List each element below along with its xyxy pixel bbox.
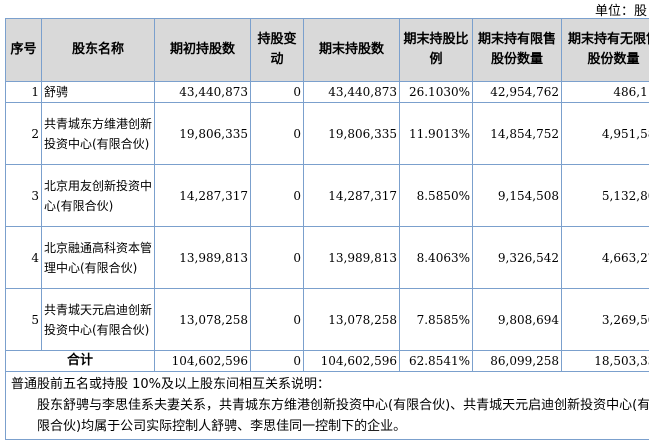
row-no: 4 — [5, 226, 42, 289]
cell-ratio: 7.8585% — [399, 288, 473, 351]
shareholder-name: 舒骋 — [41, 81, 155, 103]
header-start: 期初持股数 — [154, 18, 251, 82]
cell-restricted: 9,326,542 — [472, 226, 562, 289]
cell-end: 19,806,335 — [303, 102, 400, 165]
cell-unrestricted: 3,269,564 — [561, 288, 649, 351]
cell-start: 13,989,813 — [154, 226, 251, 289]
header-no: 序号 — [5, 18, 42, 82]
cell-change: 0 — [250, 288, 304, 351]
cell-ratio: 11.9013% — [399, 102, 473, 165]
cell-start: 13,078,258 — [154, 288, 251, 351]
header-end: 期末持股数 — [303, 18, 400, 82]
total-restricted: 86,099,258 — [472, 350, 562, 372]
relationship-note: 普通股前五名或持股 10%及以上股东间相互关系说明： 股东舒骋与李思佳系夫妻关系，… — [5, 371, 649, 440]
cell-unrestricted: 5,132,809 — [561, 164, 649, 227]
cell-change: 0 — [250, 226, 304, 289]
row-no: 2 — [5, 102, 42, 165]
cell-end: 13,989,813 — [303, 226, 400, 289]
total-label: 合计 — [5, 350, 155, 372]
cell-end: 43,440,873 — [303, 81, 400, 103]
shareholder-name: 北京融通高科资本管理中心(有限合伙) — [41, 226, 155, 289]
unit-label: 单位：股 — [594, 4, 647, 19]
cell-restricted: 14,854,752 — [472, 102, 562, 165]
cell-unrestricted: 4,663,271 — [561, 226, 649, 289]
row-no: 5 — [5, 288, 42, 351]
header-restricted: 期末持有限售股份数量 — [472, 18, 562, 82]
cell-end: 14,287,317 — [303, 164, 400, 227]
note-body: 股东舒骋与李思佳系夫妻关系，共青城东方维港创新投资中心(有限合伙)、共青城天元启… — [37, 398, 649, 434]
header-row: 序号 股东名称 期初持股数 持股变动 期末持股数 期末持股比例 期末持有限售股份… — [5, 18, 649, 82]
total-ratio: 62.8541% — [399, 350, 473, 372]
cell-change: 0 — [250, 81, 304, 103]
cell-ratio: 8.5850% — [399, 164, 473, 227]
cell-change: 0 — [250, 164, 304, 227]
total-start: 104,602,596 — [154, 350, 251, 372]
cell-restricted: 42,954,762 — [472, 81, 562, 103]
header-unrestricted: 期末持有无限售股份数量 — [561, 18, 649, 82]
cell-ratio: 26.1030% — [399, 81, 473, 103]
cell-start: 43,440,873 — [154, 81, 251, 103]
row-no: 1 — [5, 81, 42, 103]
shareholder-name: 北京用友创新投资中心(有限合伙) — [41, 164, 155, 227]
header-name: 股东名称 — [41, 18, 155, 82]
cell-change: 0 — [250, 102, 304, 165]
table-row: 4 北京融通高科资本管理中心(有限合伙) 13,989,813 0 13,989,813… — [5, 226, 649, 289]
total-row: 合计 104,602,596 0 104,602,596 62.8541% 86,099,… — [5, 350, 649, 372]
cell-start: 19,806,335 — [154, 102, 251, 165]
cell-unrestricted: 486,111 — [561, 81, 649, 103]
note-title: 普通股前五名或持股 10%及以上股东间相互关系说明： — [11, 377, 331, 392]
cell-restricted: 9,154,508 — [472, 164, 562, 227]
total-unrestricted: 18,503,338 — [561, 350, 649, 372]
cell-unrestricted: 4,951,583 — [561, 102, 649, 165]
shareholder-name: 共青城天元启迪创新投资中心(有限合伙) — [41, 288, 155, 351]
total-end: 104,602,596 — [303, 350, 400, 372]
header-ratio: 期末持股比例 — [399, 18, 473, 82]
table-row: 2 共青城东方维港创新投资中心(有限合伙) 19,806,335 0 19,806,33… — [5, 102, 649, 165]
cell-ratio: 8.4063% — [399, 226, 473, 289]
cell-start: 14,287,317 — [154, 164, 251, 227]
shareholder-table: 序号 股东名称 期初持股数 持股变动 期末持股数 期末持股比例 期末持有限售股份… — [5, 18, 649, 440]
table-row: 3 北京用友创新投资中心(有限合伙) 14,287,317 0 14,287,317 8.… — [5, 164, 649, 227]
cell-restricted: 9,808,694 — [472, 288, 562, 351]
shareholder-name: 共青城东方维港创新投资中心(有限合伙) — [41, 102, 155, 165]
table-row: 5 共青城天元启迪创新投资中心(有限合伙) 13,078,258 0 13,078,25… — [5, 288, 649, 351]
table-row: 1 舒骋 43,440,873 0 43,440,873 26.1030% 42,954,7… — [5, 81, 649, 103]
cell-end: 13,078,258 — [303, 288, 400, 351]
row-no: 3 — [5, 164, 42, 227]
header-change: 持股变动 — [250, 18, 304, 82]
total-change: 0 — [250, 350, 304, 372]
